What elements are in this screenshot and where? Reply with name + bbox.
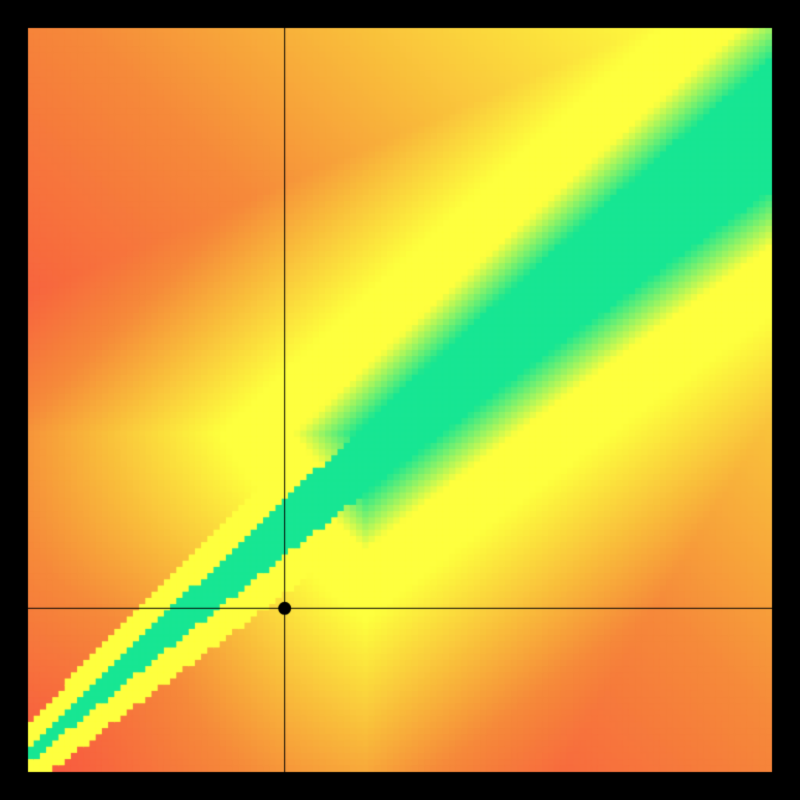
- chart-container: { "watermark": "TheBottleneck.com", "can…: [0, 0, 800, 800]
- bottleneck-heatmap: [0, 0, 800, 800]
